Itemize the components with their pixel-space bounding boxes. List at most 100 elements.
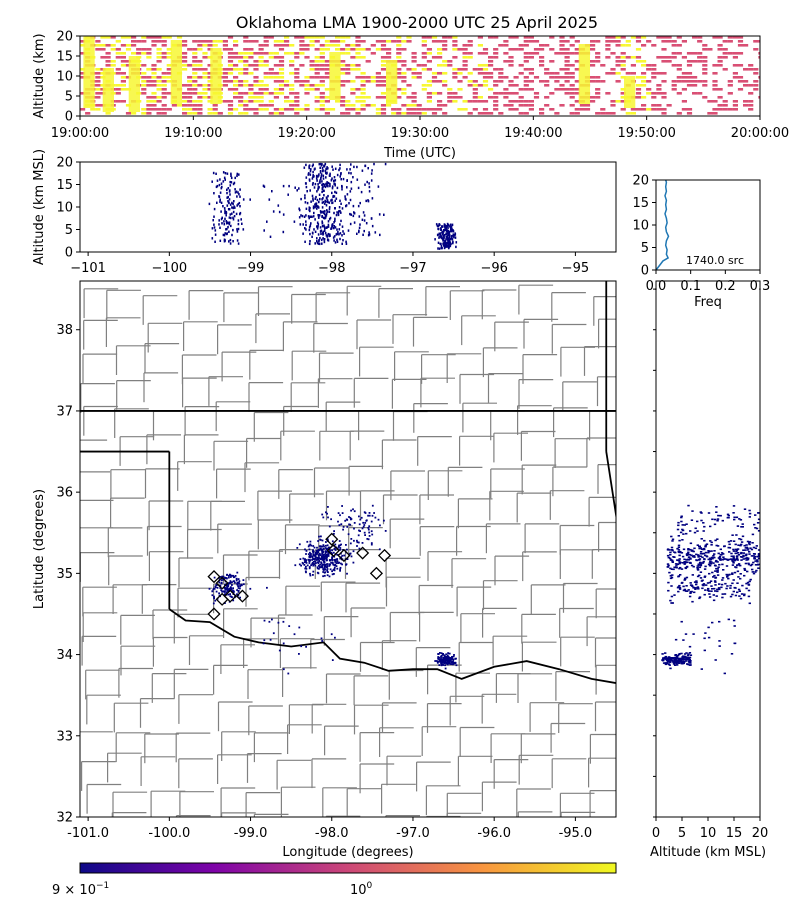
time-height-cell — [426, 92, 432, 95]
time-height-cell — [641, 80, 647, 83]
lon-alt-point — [309, 189, 311, 192]
alt-lat-point — [688, 556, 691, 558]
time-height-cell — [253, 92, 259, 95]
alt-lat-point — [714, 590, 717, 592]
colorbar — [79, 862, 617, 874]
lon-alt-point — [324, 162, 327, 166]
time-height-cell — [197, 104, 203, 107]
time-height-cell — [737, 76, 744, 79]
plan-view-point — [358, 547, 361, 550]
alt-lat-point — [681, 555, 685, 558]
alt-lat-point — [679, 531, 683, 534]
station-marker — [207, 607, 221, 621]
lon-alt-point — [336, 173, 339, 177]
time-height-cell — [401, 104, 407, 107]
time-height-cell — [620, 108, 626, 111]
time-height-cell — [457, 80, 463, 83]
time-height-cell — [151, 104, 157, 107]
time-height-cell — [743, 100, 749, 103]
time-height-cell — [319, 64, 325, 67]
alt-lat-point — [685, 532, 688, 535]
plan-view-point — [331, 556, 333, 559]
time-height-cell — [702, 72, 708, 75]
time-height-ylabel: Altitude (km) — [32, 33, 47, 118]
time-height-cell — [411, 104, 417, 107]
lon-alt-point — [346, 168, 348, 171]
time-height-cell — [574, 80, 580, 83]
time-height-cell — [513, 100, 519, 103]
lon-alt-point — [308, 242, 311, 246]
time-height-cell — [518, 72, 524, 75]
alt-lat-point — [698, 558, 702, 560]
alt-lat-point — [730, 653, 734, 655]
alt-lat-point — [747, 595, 751, 598]
time-height-cell — [544, 68, 550, 71]
state-line-ar-ok — [605, 451, 616, 521]
time-height-xtick-label: 19:30:00 — [391, 126, 449, 141]
time-height-cell — [151, 36, 157, 39]
time-height-cell — [380, 44, 387, 47]
lon-alt-point — [323, 212, 326, 216]
lon-alt-point — [321, 225, 324, 228]
alt-lat-point — [670, 546, 674, 549]
time-height-cell — [202, 68, 208, 71]
alt-lat-point — [710, 550, 713, 552]
plan-view-point — [294, 564, 297, 567]
time-height-cell — [289, 100, 295, 103]
lon-alt-point — [322, 177, 325, 180]
time-height-cell — [569, 88, 575, 91]
lon-alt-point — [237, 203, 239, 206]
time-height-cell — [416, 104, 422, 107]
plan-view-point — [208, 587, 211, 590]
plan-view-point — [228, 582, 230, 585]
time-height-cell — [380, 112, 387, 115]
time-height-cell — [569, 36, 575, 39]
time-height-cell — [574, 92, 580, 95]
lon-alt-point — [226, 204, 229, 207]
time-height-cell — [284, 84, 290, 87]
alt-lat-point — [739, 552, 743, 555]
alt-lat-point — [693, 547, 696, 550]
time-height-cell — [146, 56, 152, 59]
time-height-cell — [95, 108, 101, 111]
plan-view-point — [322, 547, 325, 550]
time-height-cell — [569, 72, 575, 75]
time-height-cell — [595, 92, 601, 95]
lon-alt-point — [352, 176, 354, 179]
time-height-cell — [477, 64, 483, 67]
lon-alt-point — [233, 215, 236, 218]
lon-alt-xtick-label: −95 — [562, 261, 589, 276]
lon-alt-point — [339, 163, 341, 167]
lon-alt-point — [316, 221, 319, 224]
time-height-cell — [528, 100, 534, 103]
time-height-cell — [166, 36, 172, 39]
plan-view-point — [230, 574, 233, 577]
plan-view-point — [363, 524, 366, 526]
time-height-cell — [656, 56, 662, 59]
time-height-cell — [263, 76, 269, 79]
time-height-cell — [605, 36, 611, 39]
lon-alt-point — [234, 188, 236, 191]
time-height-cell — [523, 68, 529, 71]
time-height-cell — [477, 72, 483, 75]
alt-lat-point — [708, 581, 711, 584]
alt-lat-point — [710, 585, 713, 587]
lon-alt-point — [298, 187, 300, 190]
alt-lat-point — [727, 546, 730, 549]
alt-lat-point — [757, 553, 761, 555]
alt-lat-point — [733, 558, 736, 560]
time-height-cell — [661, 60, 667, 63]
lon-alt-point — [370, 172, 373, 175]
time-height-cell — [748, 84, 754, 87]
lon-alt-point — [341, 188, 343, 191]
time-height-cell — [243, 68, 249, 71]
alt-lat-point — [689, 557, 692, 560]
alt-lat-point — [685, 553, 689, 556]
time-height-cell — [737, 80, 744, 83]
alt-lat-point — [716, 519, 719, 522]
time-height-cell — [579, 104, 585, 107]
lon-alt-point — [442, 239, 444, 242]
time-height-cell — [253, 68, 259, 71]
time-height-cell — [702, 64, 708, 67]
plan-view-point — [235, 579, 238, 582]
